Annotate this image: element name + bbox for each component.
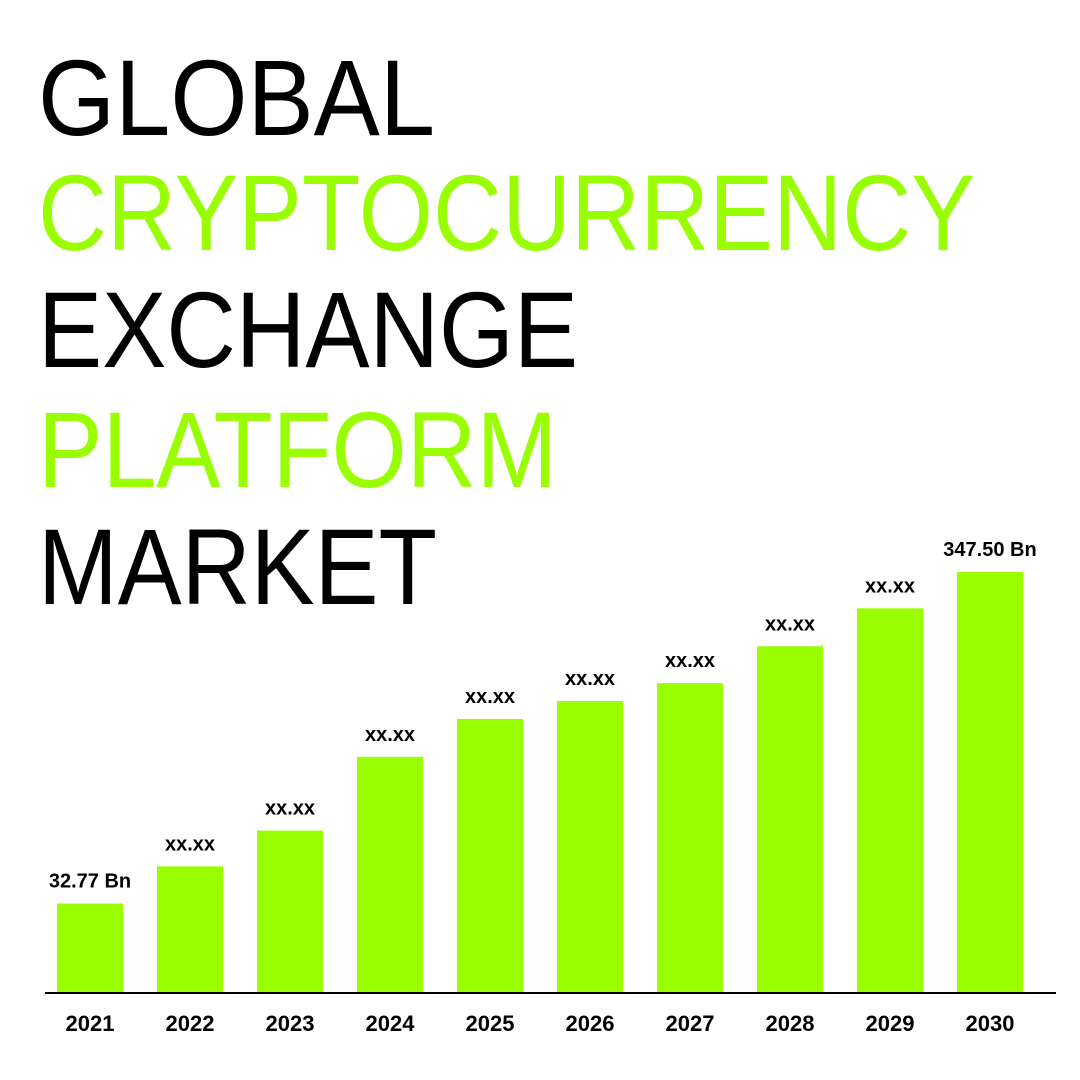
bar <box>557 701 623 993</box>
x-tick-label: 2022 <box>166 1011 215 1036</box>
bar <box>857 608 923 993</box>
x-tick-label: 2023 <box>266 1011 315 1036</box>
value-label: xx.xx <box>265 798 315 820</box>
value-label: 32.77 Bn <box>49 870 131 892</box>
value-label: xx.xx <box>465 686 515 708</box>
value-label: xx.xx <box>865 575 915 597</box>
value-label: 347.50 Bn <box>943 539 1036 561</box>
bar <box>457 718 523 993</box>
bar <box>257 830 323 993</box>
title-line: EXCHANGE <box>38 269 578 390</box>
title-line: MARKET <box>38 506 437 627</box>
bar <box>957 572 1023 993</box>
value-label: xx.xx <box>365 724 415 746</box>
title-line: CRYPTOCURRENCY <box>38 152 975 273</box>
bar <box>57 903 123 993</box>
value-label: xx.xx <box>665 650 715 672</box>
bar <box>157 866 223 993</box>
x-tick-label: 2021 <box>66 1011 115 1036</box>
x-tick-label: 2024 <box>366 1011 416 1036</box>
bar <box>657 683 723 993</box>
x-tick-label: 2027 <box>666 1011 715 1036</box>
value-label: xx.xx <box>565 668 615 690</box>
value-label: xx.xx <box>165 833 215 855</box>
title-line: PLATFORM <box>38 389 557 510</box>
x-tick-label: 2028 <box>766 1011 815 1036</box>
bar <box>357 756 423 993</box>
title-line: GLOBAL <box>38 37 435 158</box>
x-tick-label: 2025 <box>466 1011 515 1036</box>
bar <box>757 646 823 993</box>
x-tick-label: 2026 <box>566 1011 615 1036</box>
x-tick-label: 2029 <box>866 1011 915 1036</box>
value-label: xx.xx <box>765 613 815 635</box>
x-tick-label: 2030 <box>966 1011 1015 1036</box>
